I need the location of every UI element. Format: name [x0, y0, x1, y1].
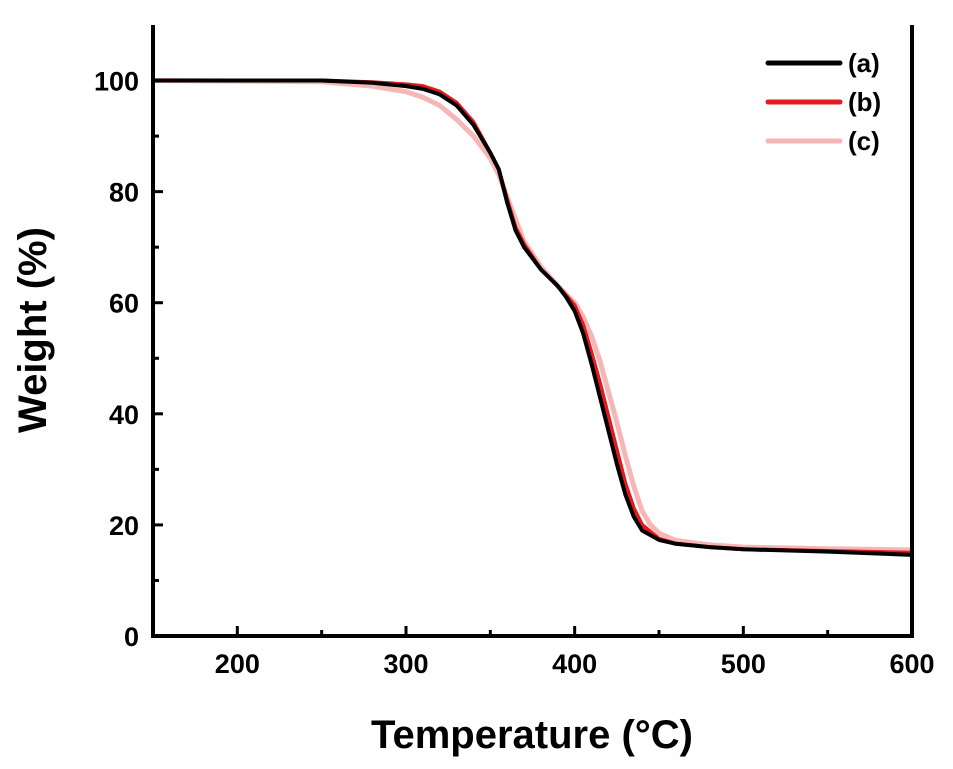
x-tick-label: 600: [889, 649, 934, 679]
x-tick-label: 200: [215, 649, 260, 679]
legend-label: (a): [848, 48, 880, 78]
legend: (a) (b) (c): [765, 48, 881, 156]
series-layer: [152, 78, 913, 557]
y-tick-label: 40: [109, 400, 139, 430]
x-tick-label: 300: [383, 649, 428, 679]
y-tick-label: 0: [124, 622, 139, 652]
legend-label: (b): [848, 87, 881, 117]
x-axis-title: Temperature (°C): [371, 713, 693, 757]
y-tick-label: 60: [109, 289, 139, 319]
y-tick-label: 80: [109, 178, 139, 208]
axes: 200 300 400 500 600 0 20 40 60 80 100: [94, 25, 935, 679]
legend-label: (c): [848, 126, 880, 156]
x-tick-label: 500: [721, 649, 766, 679]
series-line-a: [153, 78, 913, 557]
axis-frame: [151, 25, 914, 638]
y-axis-title: Weight (%): [11, 227, 55, 433]
series-line-c: [152, 78, 913, 553]
series-line-b: [153, 78, 913, 555]
x-tick-label: 400: [552, 649, 597, 679]
y-tick-label: 20: [109, 511, 139, 541]
y-tick-label: 100: [94, 67, 139, 97]
